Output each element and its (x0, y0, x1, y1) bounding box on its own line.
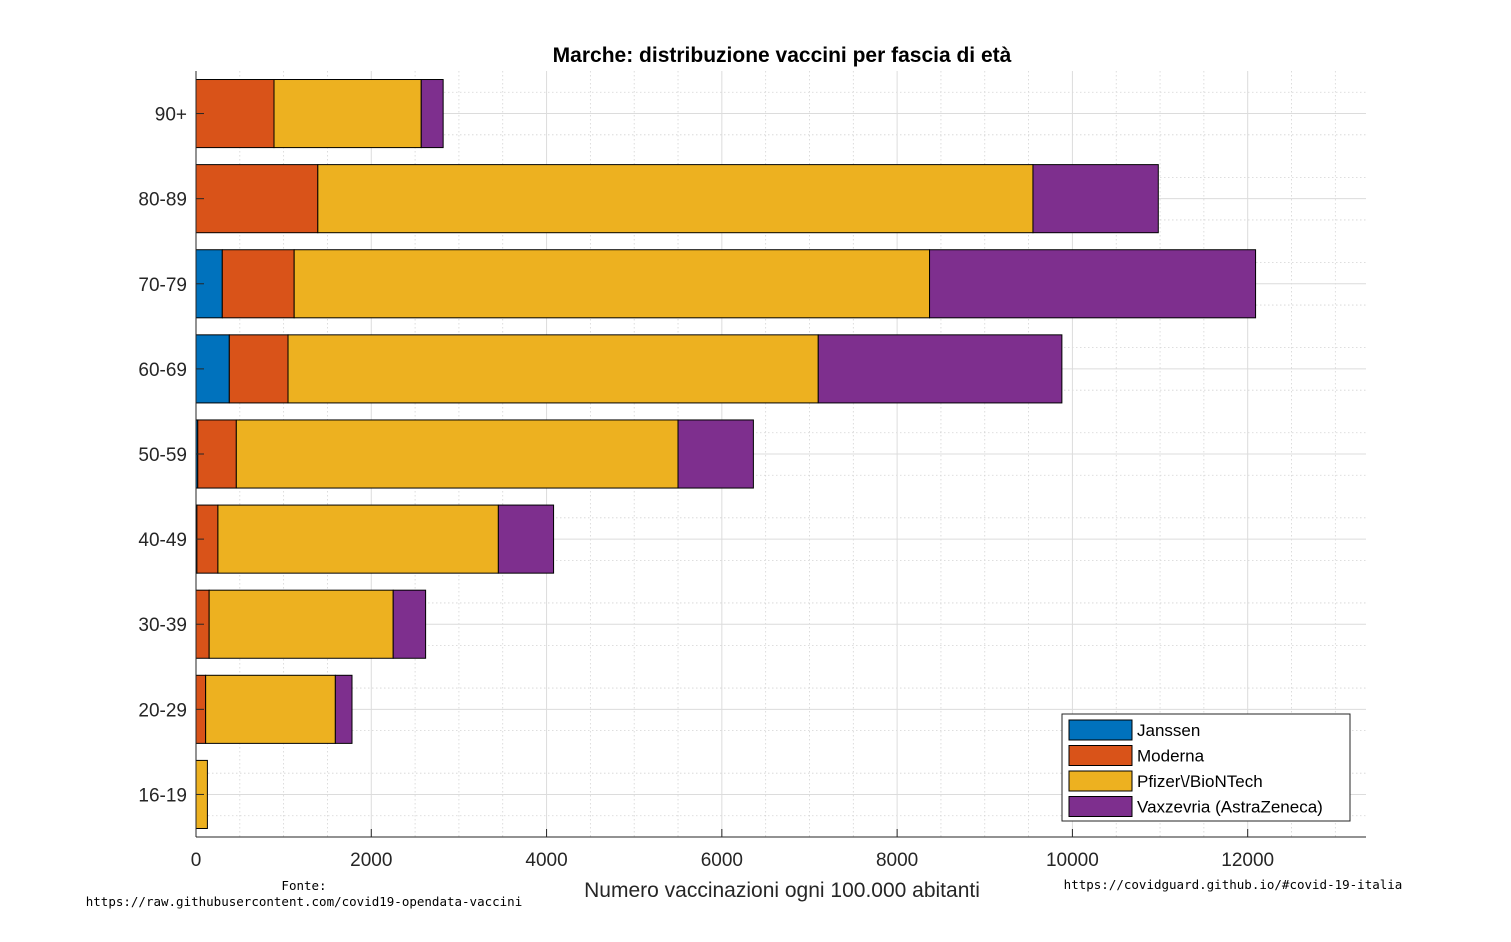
y-tick-label: 20-29 (138, 700, 187, 721)
x-tick-label: 10000 (1046, 850, 1099, 871)
bar-segment (205, 674, 336, 744)
legend-label: Janssen (1137, 721, 1200, 740)
source-url: https://raw.githubusercontent.com/covid1… (86, 894, 523, 909)
x-tick-label: 6000 (701, 850, 743, 871)
x-tick-label: 12000 (1221, 850, 1274, 871)
y-tick-label: 40-49 (138, 530, 187, 551)
legend-swatch (1068, 770, 1133, 792)
bar-segment (392, 589, 427, 659)
y-tick-label: 70-79 (138, 275, 187, 296)
site-url: https://covidguard.github.io/#covid-19-i… (1064, 877, 1403, 892)
legend-swatch (1068, 719, 1133, 741)
legend-label: Pfizer\/BioNTech (1137, 772, 1263, 791)
source-label: Fonte: (281, 878, 326, 893)
bar-segment (217, 504, 499, 574)
chart-title: Marche: distribuzione vaccini per fascia… (553, 44, 1012, 67)
x-tick-labels: 0 2000 4000 6000 8000 10000 12000 (191, 850, 1274, 871)
bar-segment (287, 334, 819, 404)
bar-segment (420, 79, 444, 149)
y-tick-label: 60-69 (138, 360, 187, 381)
bar-segment (677, 419, 754, 489)
bar-segment (208, 589, 394, 659)
bar-segment (817, 334, 1063, 404)
x-tick-label: 0 (191, 850, 202, 871)
y-tick-labels: 90+ 80-89 70-79 60-69 50-59 40-49 30-39 20-29 16… (138, 105, 187, 807)
y-tick-label: 90+ (155, 105, 187, 126)
bar-segment (317, 164, 1034, 234)
bar-segment (1032, 164, 1159, 234)
x-tick-label: 8000 (876, 850, 918, 871)
bar-segment (195, 79, 275, 149)
bar-segment (497, 504, 555, 574)
bars (195, 79, 1257, 829)
bar-segment (228, 334, 289, 404)
bar-segment (197, 419, 237, 489)
legend-label: Vaxzevria (AstraZeneca) (1137, 798, 1323, 817)
axes (195, 71, 1366, 838)
bar-segment (273, 79, 422, 149)
bar-segment (195, 164, 319, 234)
bar-segment (929, 249, 1257, 319)
x-tick-label: 4000 (525, 850, 567, 871)
legend-swatch (1068, 745, 1133, 766)
x-axis-label: Numero vaccinazioni ogni 100.000 abitant… (584, 879, 980, 902)
y-tick-label: 30-39 (138, 615, 187, 636)
bar-segment (221, 249, 295, 319)
bar-segment (293, 249, 931, 319)
legend: Janssen Moderna Pfizer\/BioNTech Vaxzevria … (1061, 713, 1351, 822)
bar-segment (235, 419, 679, 489)
x-tick-label: 2000 (350, 850, 392, 871)
legend-label: Moderna (1137, 747, 1205, 766)
y-tick-label: 16-19 (138, 785, 187, 806)
bar-segment (334, 674, 353, 744)
y-tick-label: 80-89 (138, 190, 187, 211)
legend-swatch (1068, 796, 1133, 817)
y-tick-label: 50-59 (138, 445, 187, 466)
